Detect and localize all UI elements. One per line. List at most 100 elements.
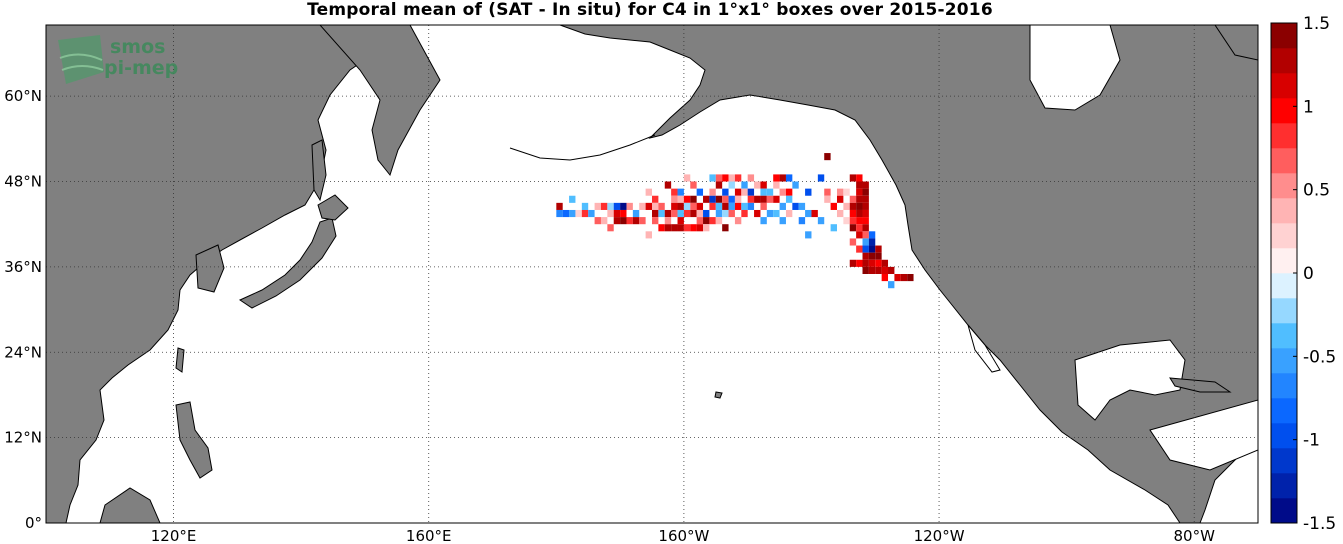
data-cell-174 (862, 209, 869, 218)
colorbar-level-12 (1271, 198, 1297, 224)
colorbar-level-9 (1271, 273, 1297, 299)
data-cell-70 (703, 217, 710, 225)
data-cell-158 (849, 259, 857, 267)
data-cell-15 (607, 224, 614, 232)
data-cell-87 (722, 209, 729, 218)
data-cell-167 (856, 231, 863, 239)
colorbar-level-19 (1271, 23, 1297, 49)
data-cell-192 (875, 266, 882, 274)
data-cell-63 (696, 188, 704, 196)
data-cell-38 (664, 181, 672, 189)
data-cell-85 (722, 195, 729, 203)
data-cell-94 (734, 174, 742, 182)
data-cell-96 (734, 195, 742, 203)
data-cell-196 (888, 266, 895, 274)
data-cell-16 (613, 202, 621, 210)
colorbar-level-15 (1271, 123, 1297, 149)
data-cell-140 (824, 153, 831, 161)
data-cell-35 (658, 202, 665, 210)
data-cell-26 (639, 202, 646, 210)
data-cell-137 (811, 209, 818, 218)
data-cell-78 (715, 181, 723, 189)
data-cell-142 (824, 195, 831, 203)
data-cell-170 (862, 181, 869, 189)
data-cell-27 (639, 217, 646, 225)
data-cell-105 (747, 195, 755, 203)
data-cell-139 (817, 217, 825, 225)
data-cell-197 (888, 281, 895, 289)
data-cell-42 (671, 188, 678, 196)
lat-tick-label-0: 0° (25, 514, 42, 532)
data-cell-180 (862, 252, 869, 260)
data-cell-68 (703, 195, 710, 203)
data-cell-198 (894, 274, 901, 282)
data-cell-145 (836, 188, 844, 196)
data-cell-8 (588, 209, 595, 218)
data-cell-132 (798, 202, 806, 210)
data-cell-5 (575, 209, 582, 218)
data-cell-12 (600, 217, 608, 225)
data-cell-59 (690, 195, 697, 203)
smos-pimep-logo: smos pi-mep (58, 35, 178, 84)
data-cell-106 (747, 202, 755, 210)
data-cell-189 (875, 245, 882, 253)
colorbar-level-2 (1271, 448, 1297, 474)
data-cell-107 (754, 181, 761, 189)
data-cell-115 (766, 188, 774, 196)
data-cell-76 (709, 217, 716, 225)
data-cell-90 (728, 181, 735, 189)
data-cell-18 (613, 217, 621, 225)
data-cell-128 (785, 195, 793, 203)
data-cell-147 (836, 209, 844, 218)
land-kamchatka (319, 25, 441, 177)
data-cell-50 (677, 209, 684, 218)
data-cell-91 (728, 195, 735, 203)
data-cell-24 (632, 209, 640, 218)
lat-tick-label-5: 60°N (4, 87, 42, 105)
data-cell-113 (760, 202, 767, 210)
data-cell-93 (728, 209, 735, 218)
data-cell-25 (632, 217, 640, 225)
data-cell-52 (677, 224, 684, 232)
water-caribbean (1149, 399, 1258, 471)
data-cell-116 (766, 195, 774, 203)
data-cell-121 (773, 209, 780, 218)
data-cell-37 (658, 224, 665, 232)
colorbar-tick-label-6: -1.5 (1303, 514, 1336, 534)
land-hawaii (714, 391, 723, 399)
data-cell-151 (849, 174, 857, 182)
data-cell-72 (709, 174, 716, 182)
lat-tick-label-3: 36°N (4, 258, 42, 276)
data-cell-184 (868, 238, 876, 246)
graticule (46, 25, 1258, 523)
data-cell-55 (683, 202, 691, 210)
data-cell-34 (652, 217, 659, 225)
lon-tick-label-1: 160°E (406, 527, 452, 544)
data-cell-56 (683, 209, 691, 218)
colorbar-ticks: 1.5 1 0.5 0 -0.5 -1 -1.5 (1293, 14, 1336, 534)
data-cell-99 (741, 181, 748, 189)
data-cell-150 (843, 217, 850, 225)
data-cell-66 (696, 217, 704, 225)
data-cell-84 (722, 188, 729, 196)
data-cell-17 (613, 209, 621, 218)
data-cell-199 (900, 274, 908, 282)
data-cell-176 (862, 224, 869, 232)
data-cell-39 (664, 209, 672, 218)
data-cell-22 (626, 202, 633, 210)
lon-tick-label-3: 120°W (914, 527, 965, 544)
lat-tick-label-1: 12°N (4, 429, 42, 447)
land-borneo (99, 487, 161, 523)
data-cell-157 (849, 238, 857, 246)
data-cell-144 (830, 224, 837, 232)
data-cell-103 (747, 174, 755, 182)
data-cell-166 (856, 224, 863, 232)
data-cell-141 (824, 188, 831, 196)
data-cell-122 (779, 174, 786, 182)
data-cell-182 (862, 266, 869, 274)
data-cell-193 (881, 259, 889, 267)
data-cell-2 (562, 209, 570, 218)
land-sakhalin (311, 139, 327, 202)
data-cell-117 (766, 209, 774, 218)
data-cell-173 (862, 202, 869, 210)
